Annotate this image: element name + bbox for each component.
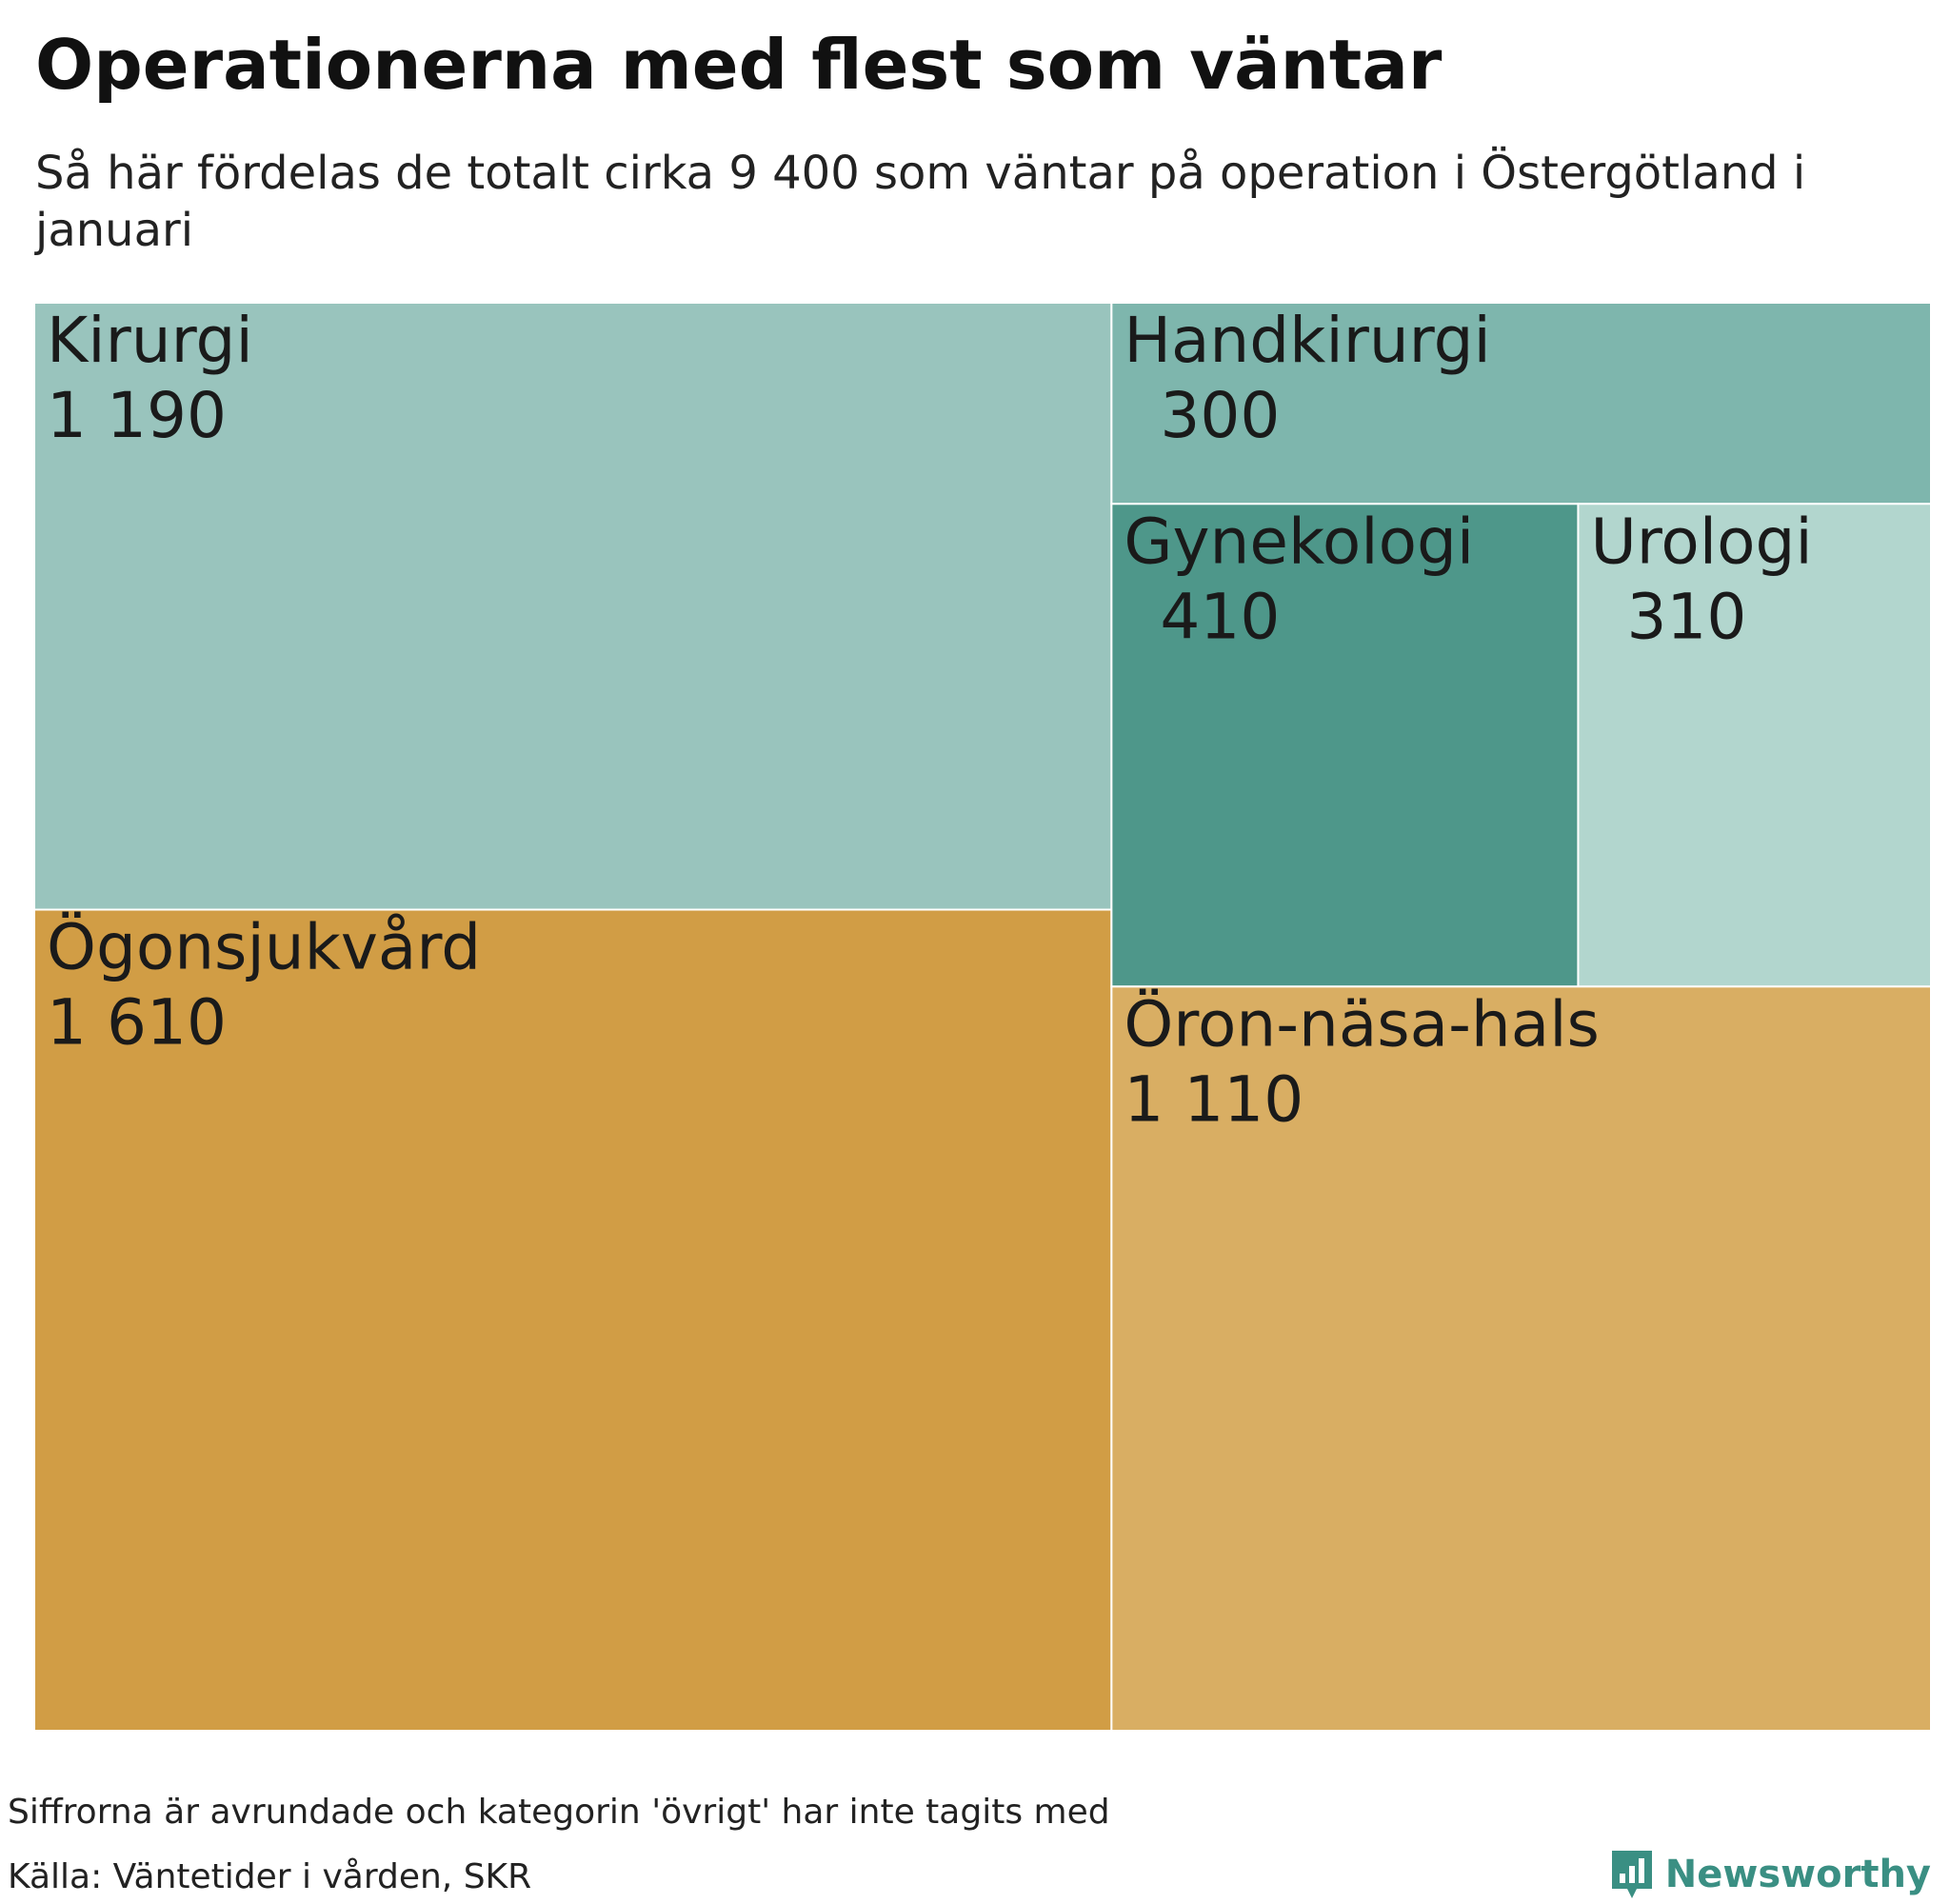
tile-value-label: 300 (1160, 379, 1280, 452)
tile-name-label: Urologi (1590, 505, 1812, 578)
footnote: Siffrorna är avrundade och kategorin 'öv… (8, 1793, 1110, 1832)
source-note: Källa: Väntetider i vården, SKR (8, 1857, 532, 1896)
brand-logo: Newsworthy (1611, 1851, 1931, 1898)
tile-value-label: 1 190 (47, 379, 227, 452)
tile-value-label: 1 110 (1124, 1062, 1303, 1136)
tile-name-label: Ögonsjukvård (47, 911, 481, 984)
tile-name-label: Gynekologi (1124, 505, 1474, 578)
chart-subtitle: Så här fördelas de totalt cirka 9 400 so… (35, 147, 1806, 257)
tile-name-label: Kirurgi (47, 304, 253, 377)
tile-value-label: 410 (1160, 580, 1280, 653)
tile-rect-gynekologi (1110, 503, 1580, 988)
tile-rect-oron-nasa-hals (1110, 985, 1932, 1732)
tile-name-label: Öron-näsa-hals (1124, 987, 1600, 1061)
chart-title: Operationerna med flest som väntar (35, 25, 1443, 105)
tile-value-label: 310 (1626, 580, 1746, 653)
brand-name: Newsworthy (1664, 1853, 1931, 1896)
tile-rect-ogonsjukvard (33, 908, 1113, 1732)
newsworthy-logo-icon (1611, 1851, 1652, 1898)
tile-value-label: 1 610 (47, 986, 227, 1060)
tile-name-label: Handkirurgi (1124, 304, 1491, 377)
